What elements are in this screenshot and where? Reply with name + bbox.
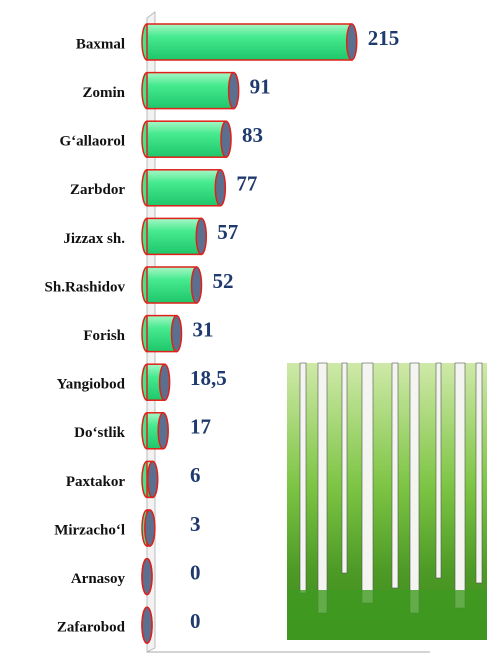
bar-cap	[144, 509, 156, 547]
bar-cap	[158, 363, 171, 401]
bar	[146, 169, 222, 207]
value-label: 91	[250, 74, 271, 98]
value-label: 17	[190, 415, 211, 439]
category-label: Arnasoy	[71, 571, 126, 587]
photo	[287, 362, 487, 640]
bar	[146, 23, 353, 61]
trunks	[299, 362, 483, 614]
bar-cap	[157, 412, 169, 450]
category-label: Mirzacho‘l	[54, 522, 125, 538]
bar-cap	[141, 606, 153, 644]
bar	[146, 120, 227, 158]
category-label: Paxtakor	[66, 474, 126, 490]
value-label: 83	[242, 123, 263, 147]
value-label: 0	[190, 609, 201, 633]
category-label: Baxmal	[76, 36, 125, 52]
bar-cap	[141, 557, 153, 596]
category-label: Jizzax sh.	[63, 231, 125, 247]
value-label: 18,5	[190, 366, 227, 390]
category-label: Do‘stlik	[74, 425, 125, 441]
bar	[146, 71, 235, 110]
value-label: 52	[213, 269, 234, 293]
bar	[146, 266, 198, 304]
bar-cap	[146, 460, 159, 499]
category-label: G‘allaorol	[59, 134, 125, 150]
bar	[146, 217, 203, 256]
bar-cap	[190, 266, 203, 304]
value-label: 77	[236, 172, 257, 196]
bar-cap	[195, 217, 208, 256]
value-label: 57	[217, 220, 238, 244]
bar-cap	[227, 71, 240, 110]
grass	[287, 590, 487, 640]
category-label: Sh.Rashidov	[45, 279, 126, 295]
bar-cap	[220, 120, 232, 158]
value-label: 215	[368, 26, 400, 50]
category-label: Zomin	[82, 85, 125, 101]
category-label: Zafarobod	[57, 620, 126, 636]
category-label: Zarbdor	[70, 182, 125, 198]
category-label: Yangiobod	[57, 377, 126, 393]
value-label: 0	[190, 560, 201, 584]
bar-cap	[345, 23, 358, 61]
category-label: Forish	[83, 328, 125, 344]
value-label: 3	[190, 512, 201, 536]
bar-cap	[214, 169, 227, 207]
value-label: 6	[190, 463, 201, 487]
bar-cap	[170, 314, 183, 353]
value-label: 31	[193, 317, 214, 341]
